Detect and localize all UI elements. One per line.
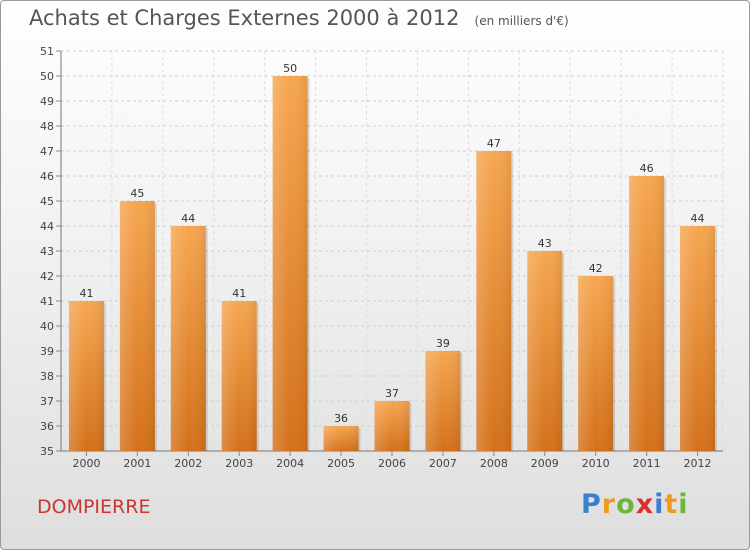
data-label: 44 [691, 212, 705, 225]
x-tick-label: 2012 [684, 457, 712, 470]
x-tick-label: 2009 [531, 457, 559, 470]
x-tick-label: 2008 [480, 457, 508, 470]
bar-highlight [323, 426, 359, 451]
bar-highlight [119, 201, 155, 451]
y-tick-label: 36 [40, 420, 54, 433]
chart-title: Achats et Charges Externes 2000 à 2012 (… [29, 6, 569, 30]
x-tick-label: 2007 [429, 457, 457, 470]
y-tick-label: 40 [40, 320, 54, 333]
y-tick-label: 35 [40, 445, 54, 458]
place-name: DOMPIERRE [37, 496, 151, 518]
proxiti-logo: Proxiti [581, 489, 689, 520]
logo-letter: i [678, 489, 689, 520]
y-tick-label: 46 [40, 170, 54, 183]
data-label: 37 [385, 387, 399, 400]
y-tick-label: 38 [40, 370, 54, 383]
y-tick-label: 42 [40, 270, 54, 283]
bar-highlight [170, 226, 206, 451]
x-tick-label: 2000 [72, 457, 100, 470]
bar-highlight [680, 226, 716, 451]
unit-text: (en milliers d'€) [474, 14, 569, 28]
bar-highlight [476, 151, 512, 451]
data-label: 44 [181, 212, 195, 225]
x-tick-label: 2005 [327, 457, 355, 470]
logo-letter: t [664, 489, 679, 520]
y-tick-label: 50 [40, 70, 54, 83]
x-tick-label: 2011 [633, 457, 661, 470]
bar-highlight [629, 176, 665, 451]
bar-highlight [68, 301, 104, 451]
y-tick-label: 41 [40, 295, 54, 308]
y-tick-label: 37 [40, 395, 54, 408]
logo-letter: o [616, 489, 636, 520]
title-text: Achats et Charges Externes 2000 à 2012 [29, 6, 460, 30]
logo-letter: i [654, 489, 665, 520]
data-label: 42 [589, 262, 603, 275]
x-tick-label: 2006 [378, 457, 406, 470]
data-label: 50 [283, 62, 297, 75]
bar-highlight [221, 301, 257, 451]
data-label: 41 [79, 287, 93, 300]
bar-highlight [374, 401, 410, 451]
bar-highlight [527, 251, 563, 451]
logo-letter: P [581, 489, 602, 520]
x-tick-label: 2002 [174, 457, 202, 470]
bar-highlight [425, 351, 461, 451]
y-tick-label: 47 [40, 145, 54, 158]
x-tick-label: 2003 [225, 457, 253, 470]
y-tick-label: 51 [40, 45, 54, 58]
y-tick-label: 49 [40, 95, 54, 108]
data-label: 46 [640, 162, 654, 175]
bar-highlight [272, 76, 308, 451]
data-label: 41 [232, 287, 246, 300]
y-tick-label: 39 [40, 345, 54, 358]
data-label: 39 [436, 337, 450, 350]
y-tick-label: 43 [40, 245, 54, 258]
x-tick-label: 2010 [582, 457, 610, 470]
x-tick-label: 2004 [276, 457, 304, 470]
data-label: 36 [334, 412, 348, 425]
data-label: 45 [130, 187, 144, 200]
data-label: 43 [538, 237, 552, 250]
bar-highlight [578, 276, 614, 451]
x-tick-label: 2001 [123, 457, 151, 470]
logo-letter: r [601, 489, 617, 520]
data-label: 47 [487, 137, 501, 150]
y-tick-label: 44 [40, 220, 54, 233]
y-tick-label: 48 [40, 120, 54, 133]
y-tick-label: 45 [40, 195, 54, 208]
logo-letter: x [635, 489, 655, 520]
